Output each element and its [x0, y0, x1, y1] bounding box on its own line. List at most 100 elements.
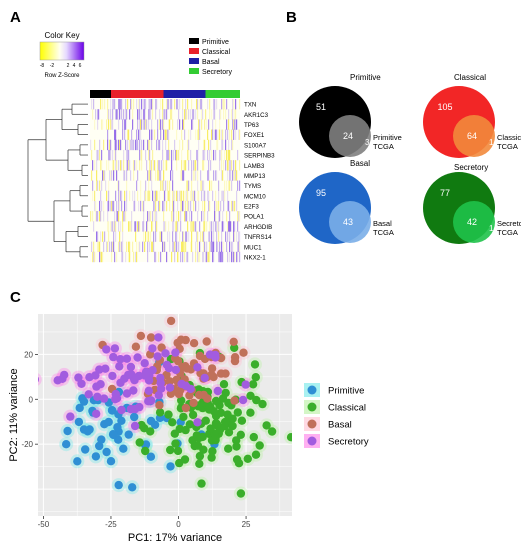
- venn-inner-primitive: [329, 115, 371, 157]
- point-secretory: [126, 404, 136, 414]
- heatmap-cell: [197, 190, 199, 202]
- heatmap-cell: [231, 251, 233, 263]
- heatmap-cell: [155, 251, 157, 263]
- heatmap-cell: [113, 99, 115, 110]
- heatmap-cell: [238, 231, 240, 242]
- heatmap-cell: [185, 200, 187, 212]
- group-bar-classical: [111, 90, 164, 98]
- heatmap-cell: [151, 119, 153, 130]
- color-key-tick: 4: [73, 63, 76, 69]
- heatmap-cell: [195, 200, 197, 212]
- heatmap-cell: [148, 139, 150, 151]
- heatmap-cell: [120, 160, 122, 171]
- heatmap-cell: [100, 231, 102, 242]
- heatmap-cell: [227, 190, 229, 202]
- heatmap-cell: [165, 160, 167, 171]
- heatmap-cell: [140, 129, 142, 140]
- point-secretory: [181, 381, 190, 390]
- point-classical: [236, 489, 246, 498]
- heatmap-cell: [95, 211, 97, 222]
- heatmap-cell: [147, 211, 149, 222]
- heatmap-cell: [197, 109, 199, 120]
- heatmap-cell: [142, 200, 144, 212]
- point-primitive: [114, 480, 123, 490]
- color-key-title: Color Key: [44, 31, 79, 40]
- heatmap-cell: [186, 251, 188, 263]
- heatmap-cell: [239, 241, 241, 253]
- heatmap-cell: [156, 190, 158, 202]
- heatmap-cell: [128, 129, 130, 140]
- heatmap-cell: [130, 221, 132, 232]
- heatmap-cell: [163, 241, 165, 253]
- heatmap-cell: [109, 149, 111, 161]
- heatmap-cell: [154, 200, 156, 212]
- heatmap-cell: [119, 99, 121, 110]
- heatmap-cell: [229, 231, 231, 242]
- venn-inner-count-classical: 64: [467, 131, 477, 141]
- heatmap-cell: [197, 241, 199, 253]
- heatmap-cell: [162, 200, 164, 212]
- heatmap-cell: [208, 190, 210, 202]
- point-basal: [185, 391, 194, 400]
- heatmap-cell: [219, 211, 221, 222]
- heatmap-cell: [165, 180, 167, 191]
- point-secretory: [38, 376, 39, 383]
- heatmap-cell: [213, 221, 215, 232]
- heatmap-cell: [209, 231, 211, 242]
- heatmap-cell: [239, 251, 241, 263]
- heatmap-cell: [143, 211, 145, 222]
- heatmap-cell: [173, 211, 175, 222]
- heatmap-cell: [184, 241, 186, 253]
- heatmap-cell: [229, 149, 231, 161]
- heatmap-cell: [203, 221, 205, 232]
- heatmap-cell: [158, 170, 160, 181]
- point-secretory: [84, 390, 93, 399]
- heatmap-cell: [125, 109, 127, 120]
- heatmap-cell: [170, 109, 172, 120]
- heatmap-cell: [215, 221, 217, 232]
- heatmap-cell: [217, 139, 219, 151]
- heatmap-cell: [164, 241, 166, 253]
- heatmap-cell: [162, 109, 164, 120]
- heatmap-cell: [122, 119, 124, 130]
- heatmap-cell: [215, 170, 217, 181]
- heatmap-cell: [178, 241, 180, 253]
- heatmap-cell: [166, 149, 168, 161]
- heatmap-cell: [211, 221, 213, 232]
- venn-outer-count-primitive: 51: [316, 102, 326, 112]
- point-primitive: [91, 452, 101, 461]
- heatmap-cell: [145, 119, 147, 130]
- heatmap-cell: [232, 170, 234, 181]
- heatmap-cell: [192, 251, 194, 263]
- heatmap-cell: [199, 129, 201, 140]
- heatmap-cell: [215, 129, 217, 140]
- gene-label: FOXE1: [244, 132, 265, 139]
- legend-swatch-classical: [189, 48, 199, 54]
- heatmap-cell: [110, 149, 112, 161]
- heatmap-cell: [219, 129, 221, 140]
- heatmap-cell: [210, 160, 212, 171]
- point-secretory: [171, 365, 181, 375]
- heatmap-cell: [216, 129, 218, 140]
- heatmap-cell: [217, 200, 219, 212]
- heatmap-cell: [129, 221, 131, 232]
- heatmap-cell: [160, 129, 162, 140]
- heatmap-cell: [103, 139, 105, 151]
- gene-label: MUC1: [244, 244, 262, 251]
- heatmap-cell: [136, 129, 138, 140]
- heatmap-cell: [192, 221, 194, 232]
- heatmap-cell: [163, 119, 165, 130]
- heatmap-cell: [199, 99, 201, 110]
- point-classical: [201, 416, 210, 425]
- point-secretory: [144, 376, 154, 385]
- heatmap-cell: [99, 211, 101, 222]
- heatmap-cell: [167, 149, 169, 161]
- heatmap-cell: [151, 241, 153, 253]
- heatmap-cell: [199, 251, 201, 263]
- heatmap-cell: [234, 200, 236, 212]
- heatmap-cell: [207, 170, 209, 181]
- heatmap-cell: [123, 109, 125, 120]
- heatmap-cell: [112, 99, 114, 110]
- heatmap-cell: [119, 109, 121, 120]
- heatmap-cell: [200, 99, 202, 110]
